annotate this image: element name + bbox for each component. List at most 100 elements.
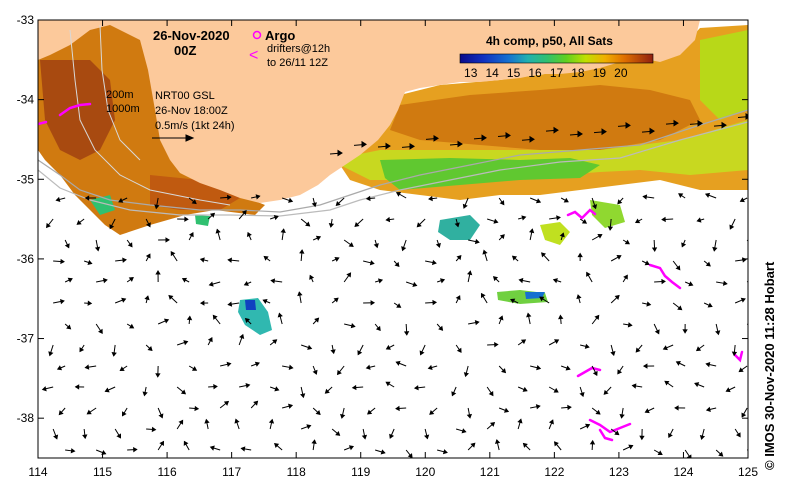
current-vector-head <box>661 278 666 285</box>
current-vector-head <box>529 135 535 143</box>
current-vector-head <box>234 418 240 424</box>
current-vector-head <box>539 296 545 302</box>
current-vector-head <box>158 413 164 419</box>
current-vector-head <box>395 192 402 197</box>
current-vector-head <box>628 444 634 450</box>
current-vector-head <box>729 224 735 230</box>
current-vector <box>747 449 748 451</box>
current-vector-head <box>673 119 679 127</box>
current-vector-head <box>501 368 507 374</box>
current-vector-head <box>552 278 558 284</box>
current-vector-head <box>548 419 554 425</box>
current-vector-head <box>76 219 82 225</box>
drifter-label-2: to 26/11 12Z <box>267 57 328 69</box>
current-vector-head <box>558 314 564 320</box>
current-vector-head <box>553 441 559 447</box>
current-vector-head <box>601 128 607 136</box>
current-vector-head <box>191 199 197 205</box>
current-vector-head <box>46 222 51 229</box>
current-vector-head <box>499 234 505 240</box>
current-vector-head <box>274 442 280 448</box>
current-vector-head <box>58 410 64 416</box>
current-vector-head <box>576 294 582 300</box>
current-vector-head <box>529 228 535 234</box>
x-tick-label: 118 <box>287 465 306 479</box>
current-vector-head <box>704 192 711 198</box>
current-vector-head <box>154 204 160 210</box>
current-vector-head <box>297 291 303 297</box>
current-vector-head <box>556 215 561 221</box>
y-tick-label: -33 <box>17 13 35 27</box>
x-tick-label: 116 <box>158 465 177 479</box>
y-tick-label: -38 <box>17 411 35 425</box>
current-vector-head <box>735 432 741 438</box>
current-vector-head <box>133 446 138 453</box>
current-vector-head <box>563 197 569 203</box>
current-vector-head <box>407 453 413 458</box>
current-vector-head <box>705 261 711 267</box>
current-vector-head <box>694 382 700 388</box>
current-vector-head <box>67 277 73 283</box>
current-vector-head <box>480 292 486 299</box>
current-vector-head <box>553 387 559 393</box>
current-vector-head <box>592 370 598 377</box>
current-vector-head <box>346 272 352 278</box>
current-vector-head <box>493 218 499 224</box>
current-vector-head <box>474 238 480 245</box>
map-hour: 00Z <box>174 43 196 58</box>
x-tick-label: 124 <box>673 465 693 479</box>
current-vector-head <box>245 382 251 389</box>
current-vector-head <box>635 347 641 353</box>
current-vector-head <box>535 404 541 410</box>
drifter-symbol: < <box>249 47 258 64</box>
current-vector-head <box>482 249 488 255</box>
current-vector-head <box>215 228 221 234</box>
current-vector-head <box>427 364 433 371</box>
current-vector-head <box>705 406 711 412</box>
current-vector-head <box>380 449 386 455</box>
x-tick-label: 121 <box>480 465 500 479</box>
current-vector-head <box>385 142 391 150</box>
current-vector-head <box>60 258 65 265</box>
current-vector-head <box>597 233 603 239</box>
current-vector-head <box>394 261 400 268</box>
current-vector-head <box>270 278 276 284</box>
current-vector-head <box>127 242 133 248</box>
current-vector-head <box>226 361 232 367</box>
current-vector-head <box>142 391 148 397</box>
current-vector-head <box>554 339 560 344</box>
current-vector-head <box>474 320 480 326</box>
current-vector-head <box>244 317 250 324</box>
current-vector-head <box>682 329 688 334</box>
current-vector-head <box>170 250 176 257</box>
current-vector-head <box>591 204 598 210</box>
argo-symbol <box>252 30 262 40</box>
current-vector-head <box>520 339 527 345</box>
current-vector-head <box>614 430 620 436</box>
current-vector-head <box>204 418 210 424</box>
current-vector-head <box>254 361 260 367</box>
current-vector-head <box>664 380 670 386</box>
current-vector-head <box>315 409 321 415</box>
current-vector-head <box>594 314 600 320</box>
current-vector-head <box>163 318 170 324</box>
current-vector-head <box>510 298 516 304</box>
current-vector-head <box>369 260 375 266</box>
current-vector-head <box>614 294 620 300</box>
current-vector-head <box>439 278 446 284</box>
x-tick-label: 119 <box>351 465 370 479</box>
current-vector-head <box>213 383 218 390</box>
current-vector-head <box>337 149 343 157</box>
current-vector-head <box>273 214 279 221</box>
current-vector-head <box>84 195 90 201</box>
current-vector-head <box>385 344 391 350</box>
current-vector-head <box>677 305 683 311</box>
current-vector-head <box>350 323 356 329</box>
current-vector-head <box>674 405 679 411</box>
current-vector-head <box>454 222 460 228</box>
current-scale-arrow <box>152 134 195 142</box>
current-vector-head <box>662 345 668 351</box>
current-vector-head <box>272 339 278 345</box>
argo-label: Argo <box>265 28 295 43</box>
